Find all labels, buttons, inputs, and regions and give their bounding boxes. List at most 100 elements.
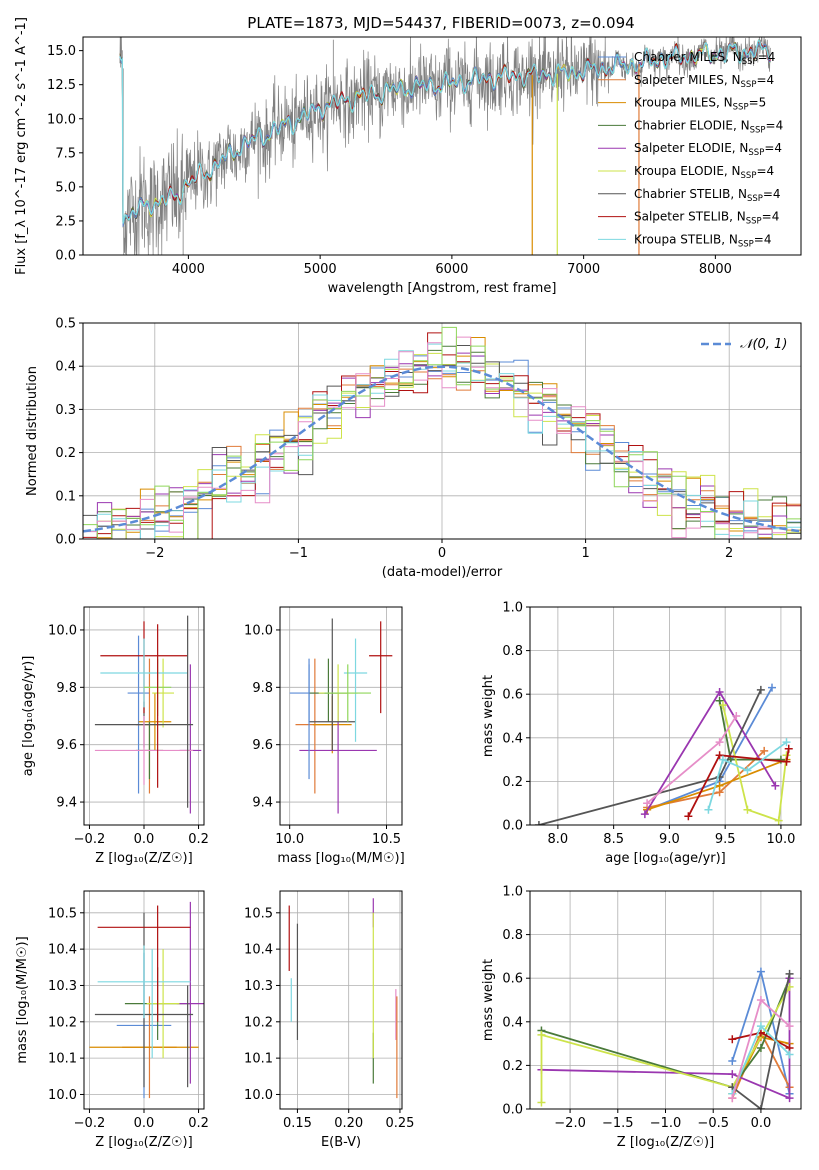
plot-area: [537, 967, 794, 1109]
weight-marker: [534, 821, 543, 825]
y-tick-label: 0.5: [55, 317, 76, 332]
y-axis-label: Flux [f_λ 10^-17 erg cm^-2 s^-1 A^-1]: [14, 17, 29, 275]
y-tick-label: 10.5: [244, 906, 273, 921]
weight-marker: [715, 738, 724, 747]
weight-marker: [537, 1030, 546, 1039]
weight-series-line: [540, 986, 791, 1103]
weight-marker: [756, 1105, 765, 1109]
x-tick-label: 10.5: [372, 832, 401, 847]
weight-marker: [756, 1022, 765, 1031]
y-axis-label: mass weight: [481, 959, 496, 1041]
plot-area: [94, 615, 202, 814]
weight-marker: [743, 766, 752, 775]
plot-area: [288, 898, 398, 1099]
weight-series-line: [707, 741, 788, 810]
residuals-panel: −2 −1 0 1 2 0.0 0.1 0.2 0.3 0.4 0.5 (data-model)/er…: [25, 317, 802, 580]
weight-marker: [718, 755, 727, 764]
x-tick-label: 0: [438, 546, 446, 561]
x-tick-label: 0.0: [134, 1116, 155, 1131]
y-axis-label: mass weight: [481, 675, 496, 757]
weight-marker: [684, 812, 693, 821]
x-axis-label: Z [log₁₀(Z/Z☉)]: [95, 851, 192, 866]
axes-frame: [279, 890, 403, 1110]
legend-entry: Kroupa STELIB, NSSP=4: [634, 232, 772, 249]
y-tick-label: 10.1: [48, 1052, 77, 1067]
weight-marker: [771, 781, 780, 790]
plot-area: [89, 901, 204, 1099]
x-axis-label: Z [log₁₀(Z/Z☉)]: [95, 1135, 192, 1150]
axes-frame: [279, 606, 403, 826]
weight-marker: [704, 805, 713, 814]
y-tick-label: 0.0: [55, 249, 76, 264]
x-tick-label: 2: [725, 546, 733, 561]
y-tick-label: 9.6: [56, 738, 77, 753]
legend-entry: Chabrier ELODIE, NSSP=4: [634, 118, 783, 135]
mass-vs-metallicity-panel: −0.2 0.0 0.2 10.0 10.1 10.2 10.3 10.4 10.5 Z [log…: [15, 890, 209, 1150]
figure-title: PLATE=1873, MJD=54437, FIBERID=0073, z=0…: [247, 14, 634, 32]
plot-area: [83, 326, 801, 539]
legend-entry: Kroupa MILES, NSSP=5: [634, 96, 766, 113]
y-tick-label: 0.8: [502, 928, 523, 943]
weight-marker: [756, 996, 765, 1004]
x-axis-label: wavelength [Angstrom, rest frame]: [328, 281, 557, 296]
y-tick-label: 0.6: [502, 688, 523, 703]
x-tick-label: 0.15: [283, 1116, 312, 1131]
x-tick-label: −1: [289, 546, 308, 561]
weight-marker: [756, 967, 765, 976]
y-tick-label: 0.3: [55, 403, 76, 418]
weight-marker: [643, 799, 652, 808]
y-tick-label: 10.3: [48, 979, 77, 994]
weight-marker: [785, 969, 794, 978]
x-tick-label: 10.0: [275, 832, 304, 847]
x-tick-label: −0.2: [74, 832, 106, 847]
data-point: [176, 901, 204, 1084]
y-tick-label: 1.0: [502, 885, 523, 900]
normal-curve: [83, 365, 801, 533]
data-point: [179, 664, 202, 814]
weight-series-line: [644, 690, 777, 815]
weight-marker: [715, 751, 724, 760]
y-tick-label: 10.0: [48, 623, 77, 638]
x-axis-label: (data-model)/error: [382, 565, 503, 580]
x-axis-label: age [log₁₀(age/yr)]: [605, 851, 726, 866]
legend-entry: Salpeter MILES, NSSP=4: [634, 73, 774, 90]
x-tick-label: 5000: [304, 262, 337, 277]
y-tick-label: 9.4: [252, 796, 273, 811]
y-tick-label: 10.4: [48, 943, 77, 958]
x-axis-label: Z [log₁₀(Z/Z☉)]: [617, 1135, 714, 1150]
y-tick-label: 9.4: [56, 796, 77, 811]
x-tick-label: 10.0: [766, 832, 795, 847]
mass-vs-ebv-panel: 0.15 0.20 0.25 10.0 10.1 10.2 10.3 10.4 10.5 E(B-…: [244, 890, 414, 1150]
y-tick-label: 7.5: [55, 146, 76, 161]
y-tick-label: 0.6: [502, 972, 523, 987]
axes-frame: [529, 606, 802, 826]
weight-marker: [715, 696, 724, 705]
x-tick-label: 0.0: [751, 1116, 772, 1131]
y-tick-label: 10.4: [244, 943, 273, 958]
y-tick-label: 9.8: [252, 681, 273, 696]
weight-marker: [785, 1022, 794, 1031]
weight-marker: [782, 738, 791, 747]
weight-marker: [728, 1094, 737, 1103]
y-tick-label: 0.0: [502, 1103, 523, 1118]
data-point: [309, 618, 356, 751]
x-tick-label: −0.5: [697, 1116, 729, 1131]
weight-marker: [728, 1070, 737, 1079]
legend-entry: Salpeter ELODIE, NSSP=4: [634, 141, 782, 158]
x-tick-label: 0.2: [188, 1116, 209, 1131]
x-tick-label: −2: [145, 546, 164, 561]
weight-marker: [537, 1098, 546, 1107]
y-tick-label: 0.2: [55, 446, 76, 461]
weight-marker: [728, 1057, 737, 1066]
weight-marker: [776, 755, 785, 764]
weight-marker: [782, 757, 791, 766]
plot-area: [119, 37, 771, 255]
weight-series-line: [541, 978, 791, 1100]
y-tick-label: 0.0: [502, 819, 523, 834]
y-tick-label: 2.5: [55, 214, 76, 229]
x-tick-label: −0.2: [74, 1116, 106, 1131]
legend-entry: 𝒩(0, 1): [740, 337, 787, 352]
x-tick-label: −1.0: [650, 1116, 682, 1131]
weight-marker: [756, 1043, 765, 1052]
